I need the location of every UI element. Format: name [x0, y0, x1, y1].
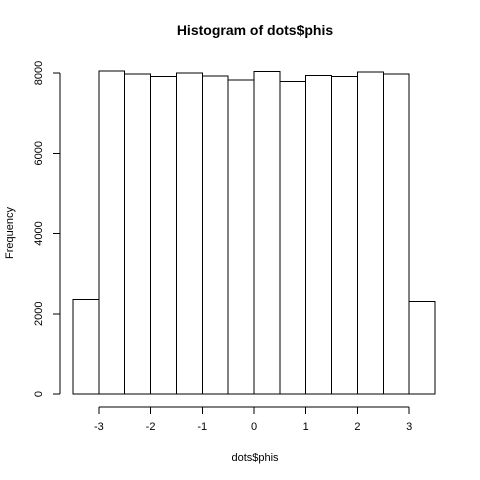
y-tick-label-1: 2000	[33, 302, 45, 326]
y-tick-label-0: 0	[33, 391, 45, 397]
x-axis: -3 -2 -1 0 1 2 3	[94, 406, 412, 433]
y-tick-label-2: 4000	[33, 221, 45, 245]
histogram-bar-8	[279, 80, 307, 395]
x-axis-label: dots$phis	[231, 452, 279, 464]
histogram-bar-12	[382, 73, 410, 395]
histogram-bar-9	[305, 74, 333, 395]
x-tick-label-6: 3	[406, 421, 412, 433]
histogram-bar-4	[175, 72, 203, 395]
histogram-bar-6	[227, 79, 255, 395]
histogram-bar-2	[124, 73, 152, 395]
y-tick-label-4: 8000	[33, 61, 45, 85]
y-axis-label: Frequency	[4, 207, 16, 259]
histogram-bar-1	[98, 70, 126, 395]
x-tick-label-2: -1	[197, 421, 207, 433]
x-tick-label-4: 1	[303, 421, 309, 433]
histogram-bar-0	[72, 298, 100, 395]
histogram-bar-10	[331, 76, 358, 395]
y-tick-label-3: 6000	[33, 141, 45, 165]
histogram-bar-11	[356, 71, 384, 395]
histogram-bar-7	[253, 70, 281, 395]
x-tick-label-5: 2	[354, 421, 360, 433]
y-axis: 0 2000 4000 6000 8000	[33, 61, 61, 397]
chart-title: Histogram of dots$phis	[177, 22, 334, 38]
histogram-bar-3	[150, 76, 177, 395]
bars-group	[72, 70, 436, 395]
histogram-bar-5	[201, 75, 229, 395]
x-tick-label-0: -3	[94, 421, 104, 433]
x-tick-label-3: 0	[251, 421, 257, 433]
histogram-bar-13	[408, 301, 436, 395]
x-tick-label-1: -2	[146, 421, 156, 433]
